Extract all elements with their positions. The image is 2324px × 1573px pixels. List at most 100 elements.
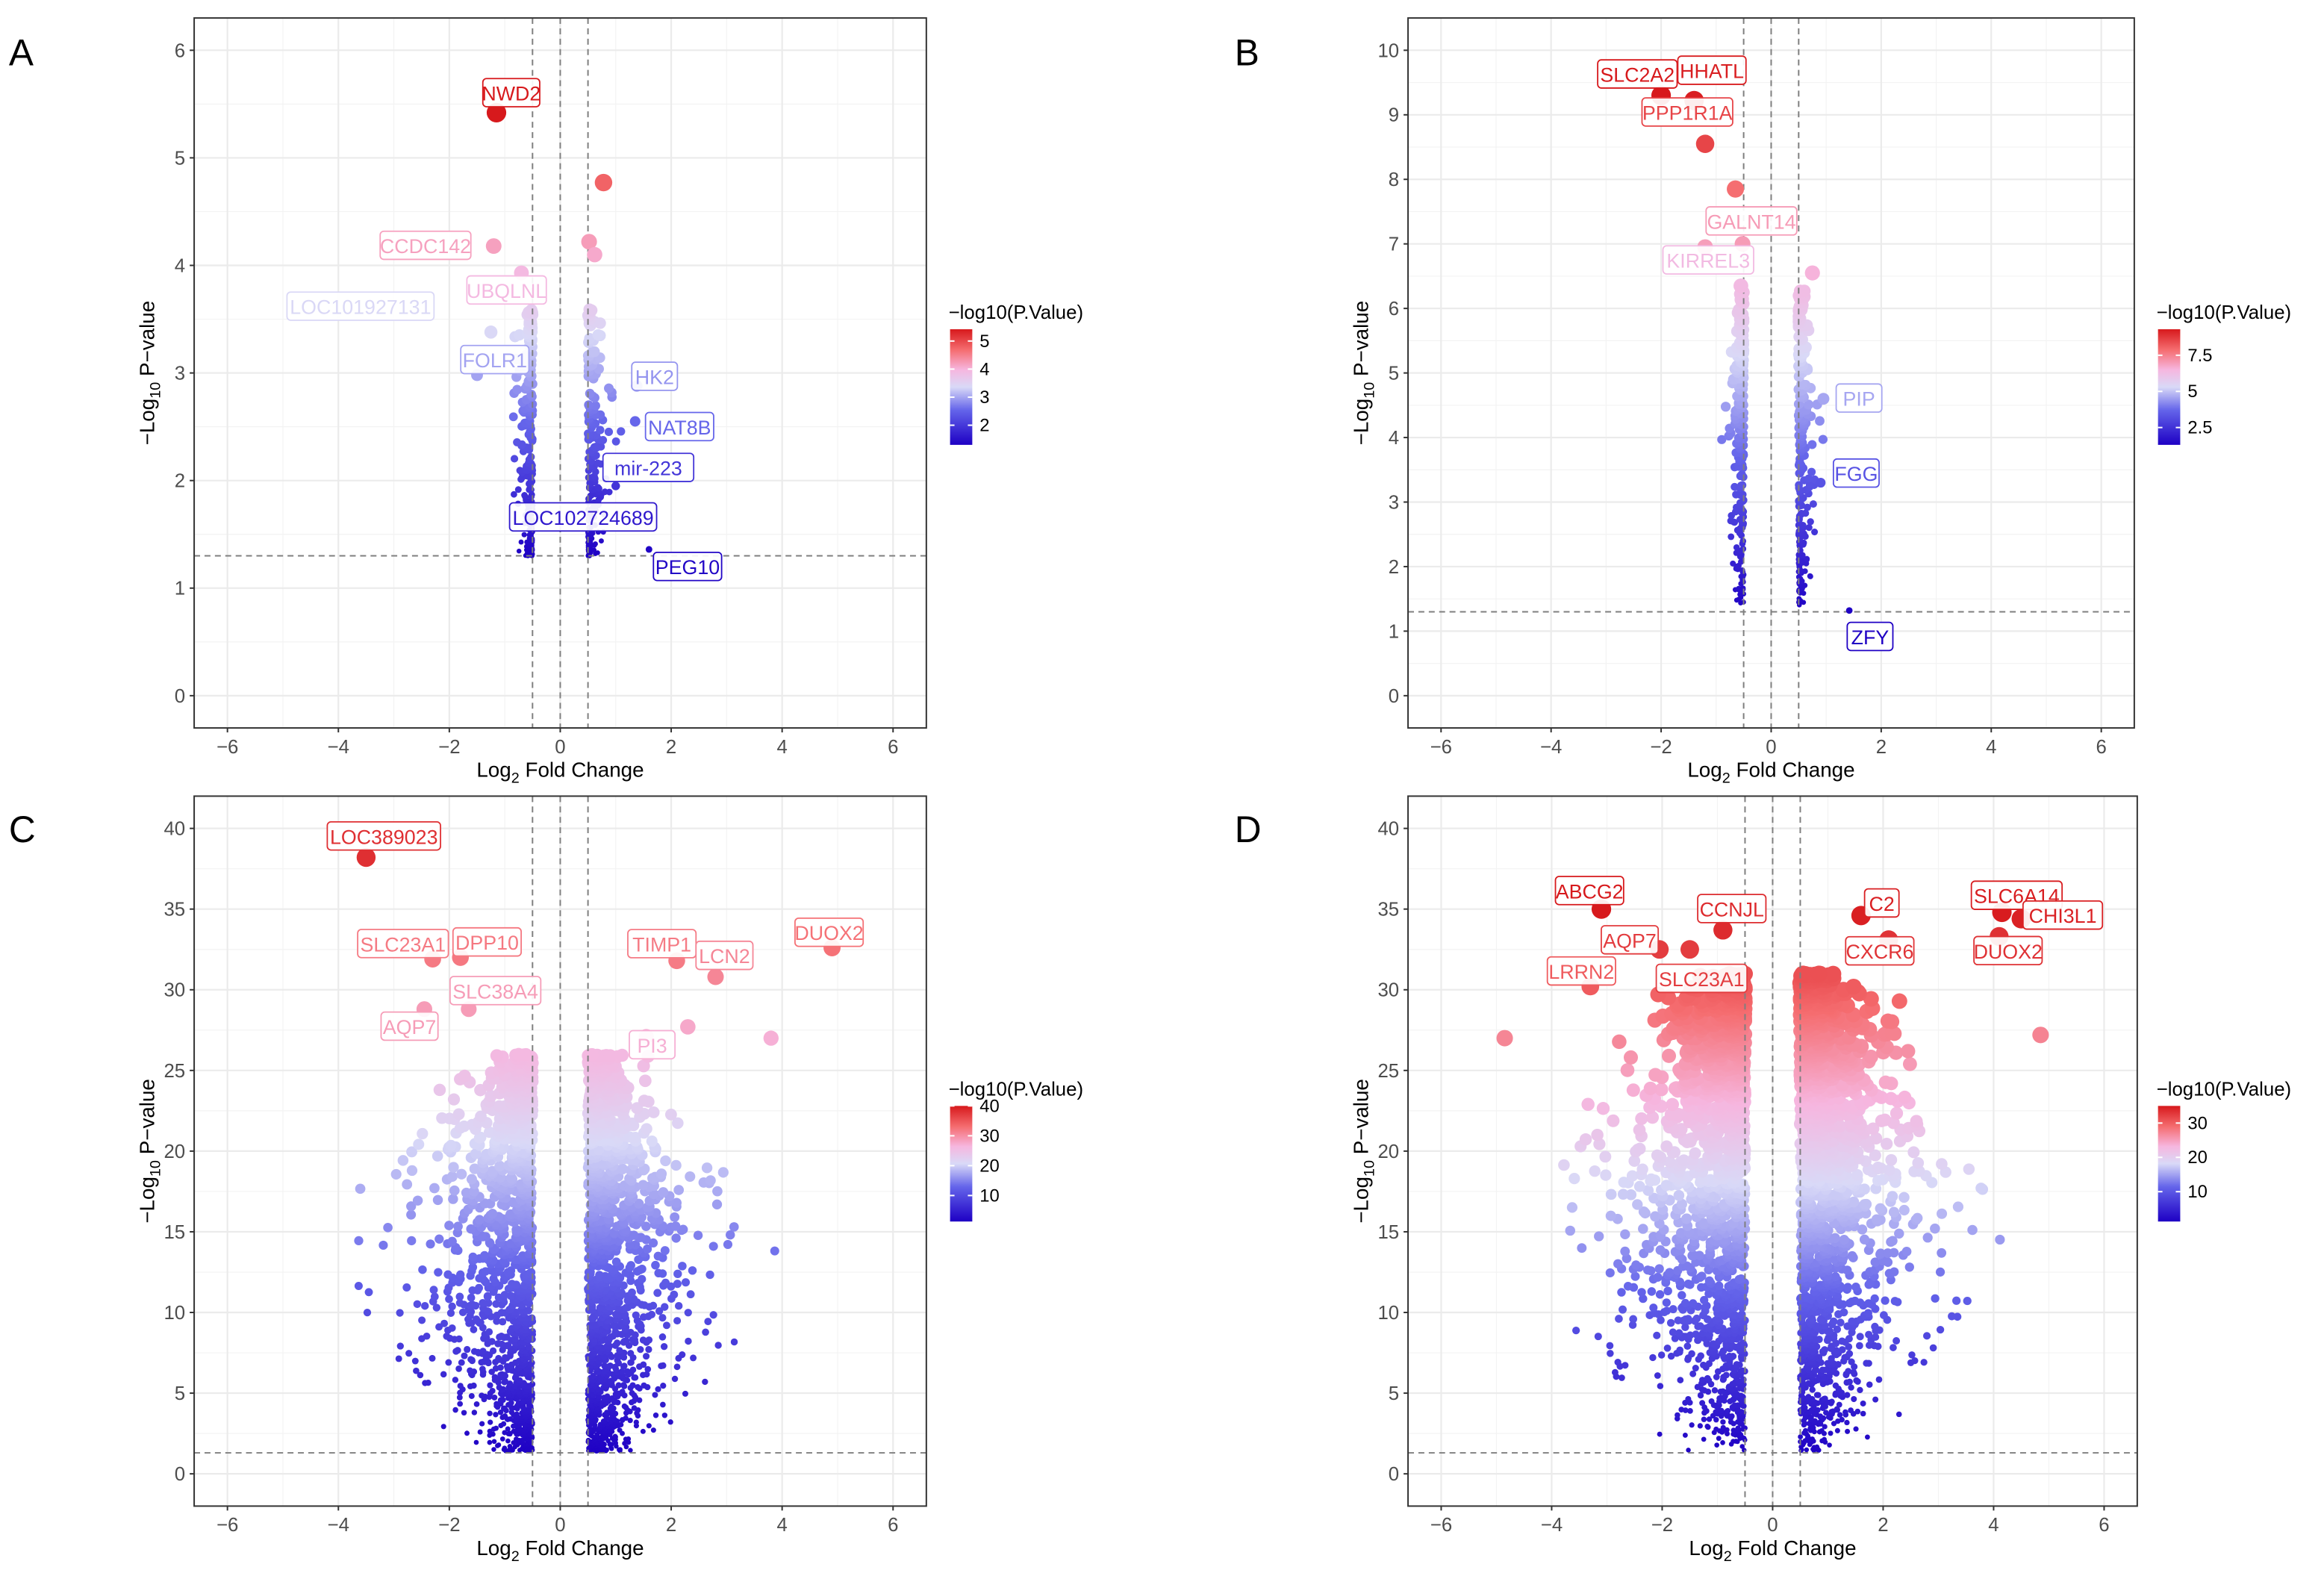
data-point xyxy=(601,488,608,496)
data-point xyxy=(1860,1401,1866,1407)
gene-label-text: SLC23A1 xyxy=(361,933,446,956)
data-point xyxy=(1725,1431,1730,1436)
data-point xyxy=(1803,503,1811,511)
data-point xyxy=(507,1430,512,1436)
data-point xyxy=(611,437,620,446)
data-point xyxy=(454,1347,461,1354)
data-point xyxy=(1676,1346,1684,1354)
data-point xyxy=(660,1343,668,1351)
data-point xyxy=(413,1139,425,1150)
data-point xyxy=(1730,560,1736,567)
data-point xyxy=(1713,1426,1719,1432)
data-point xyxy=(502,1354,509,1361)
data-point xyxy=(1675,1412,1680,1418)
data-point xyxy=(597,1400,603,1406)
data-point xyxy=(488,1338,496,1345)
data-point xyxy=(611,1257,621,1267)
data-point xyxy=(646,1135,658,1147)
data-point xyxy=(1827,1442,1832,1448)
data-point xyxy=(624,1173,635,1184)
data-point xyxy=(455,1299,464,1307)
data-point xyxy=(1892,1337,1901,1345)
data-point xyxy=(714,1342,722,1349)
data-point xyxy=(528,491,535,499)
data-point xyxy=(1735,1425,1741,1431)
data-point xyxy=(1720,1440,1725,1445)
data-point xyxy=(1827,1378,1834,1385)
data-point xyxy=(685,1171,696,1183)
data-point xyxy=(640,1361,647,1368)
data-point xyxy=(1614,1358,1621,1366)
data-point xyxy=(622,1441,627,1446)
data-point xyxy=(464,1345,471,1354)
gene-label-box xyxy=(286,291,435,321)
data-point xyxy=(701,1162,713,1174)
x-tick-label: 6 xyxy=(2099,1515,2109,1536)
data-point xyxy=(406,1209,417,1220)
data-point xyxy=(449,1185,460,1196)
data-point xyxy=(1736,1274,1746,1283)
data-point xyxy=(470,1326,478,1333)
data-point xyxy=(426,1239,435,1249)
data-point xyxy=(1669,1305,1677,1314)
data-point xyxy=(1666,1318,1675,1327)
data-point xyxy=(446,1171,458,1183)
gene-label-text: PI3 xyxy=(637,1035,667,1057)
data-point xyxy=(1822,1395,1828,1402)
data-point xyxy=(1605,1268,1615,1278)
data-point xyxy=(653,1289,662,1298)
data-point xyxy=(469,1163,480,1174)
data-point xyxy=(1711,1387,1719,1394)
data-point xyxy=(429,1354,436,1362)
data-point xyxy=(448,1302,456,1311)
y-tick-label: 30 xyxy=(1377,980,1399,1001)
data-point xyxy=(1872,1396,1879,1403)
data-point xyxy=(1708,1398,1715,1405)
gene-label-text: ZFY xyxy=(1851,626,1890,649)
data-point xyxy=(1606,1342,1614,1350)
data-point xyxy=(1809,1386,1816,1393)
data-point xyxy=(1719,1388,1726,1395)
data-point xyxy=(1801,509,1810,517)
y-tick-label: 2 xyxy=(175,471,185,492)
x-tick-label: 2 xyxy=(1876,737,1887,758)
data-point xyxy=(524,539,530,545)
gene-label-text: HHATL xyxy=(1680,60,1744,83)
data-point xyxy=(516,467,524,474)
gene-label-text: PPP1R1A xyxy=(1642,102,1733,125)
data-point xyxy=(667,1419,673,1425)
highlight-point xyxy=(1845,607,1853,614)
data-point xyxy=(631,1102,644,1115)
data-point xyxy=(528,1359,535,1366)
data-point xyxy=(1805,524,1813,532)
data-point xyxy=(1864,1434,1870,1440)
data-point xyxy=(461,1352,468,1359)
gene-label: NAT8B xyxy=(644,411,714,442)
gene-label: DPP10 xyxy=(452,926,523,957)
gene-label-box xyxy=(466,275,547,305)
data-point xyxy=(502,1377,508,1385)
y-axis-title-part: P−value xyxy=(135,1079,158,1160)
data-point xyxy=(455,1335,463,1343)
data-point xyxy=(1705,1359,1713,1368)
data-point xyxy=(499,1371,505,1378)
data-point xyxy=(670,1221,681,1231)
data-point xyxy=(402,1179,413,1190)
data-point xyxy=(629,1295,638,1303)
data-point xyxy=(660,1383,667,1389)
gene-label: AQP7 xyxy=(380,1011,439,1041)
data-point xyxy=(637,1059,650,1073)
panel-letter: B xyxy=(1235,32,1259,74)
x-tick-label: −4 xyxy=(1541,1515,1563,1536)
data-point xyxy=(1717,434,1727,444)
data-point xyxy=(678,1224,688,1235)
data-point xyxy=(1733,1361,1740,1368)
data-point xyxy=(456,1168,467,1180)
data-point xyxy=(702,1378,708,1386)
data-point xyxy=(638,1265,647,1274)
data-point xyxy=(483,1126,496,1139)
data-point xyxy=(643,1353,650,1360)
data-point xyxy=(505,1426,511,1432)
data-point xyxy=(1689,1370,1697,1377)
